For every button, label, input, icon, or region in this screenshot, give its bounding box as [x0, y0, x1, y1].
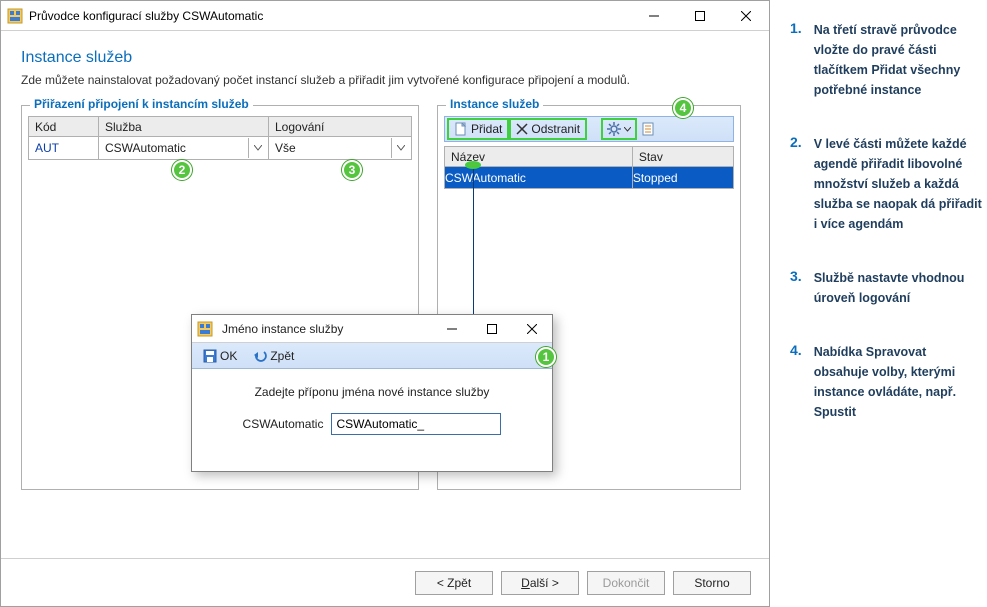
instance-state-cell: Stopped — [632, 167, 733, 189]
annotation-num: 2. — [790, 134, 802, 234]
instances-group-title: Instance služeb — [446, 97, 543, 111]
wizard-finish-label: Dokončit — [603, 576, 650, 590]
annotation-text: Nabídka Spravovat obsahuje volby, kterým… — [814, 342, 983, 422]
instances-table: Název Stav CSWAutomatic Stopped — [444, 146, 734, 189]
remove-button-label: Odstranit — [531, 122, 580, 136]
logging-combo[interactable]: Vše — [269, 137, 411, 159]
titlebar: Průvodce konfigurací služby CSWAutomatic — [1, 1, 769, 31]
instances-toolbar: Přidat Odstranit — [444, 116, 734, 142]
delete-icon — [516, 123, 528, 135]
close-button[interactable] — [723, 1, 769, 31]
badge-3: 3 — [342, 160, 362, 180]
dialog-ok-label: OK — [220, 349, 237, 363]
wizard-back-button[interactable]: < Zpět — [415, 571, 493, 595]
annotation-text: V levé části můžete každé agendě přiřadi… — [814, 134, 983, 234]
dialog-ok-button[interactable]: OK — [198, 347, 242, 365]
dialog-close-button[interactable] — [512, 315, 552, 343]
new-file-icon — [454, 122, 468, 136]
minimize-button[interactable] — [631, 1, 677, 31]
dialog-prompt: Zadejte příponu jména nové instance služ… — [210, 385, 534, 399]
annotation-3: 3. Službě nastavte vhodnou úroveň logová… — [790, 268, 983, 308]
chevron-down-icon — [391, 138, 409, 158]
col-instance-state[interactable]: Stav — [632, 147, 733, 167]
instance-name-dialog: Jméno instance služby OK Zpět — [191, 314, 553, 472]
undo-icon — [253, 349, 267, 363]
wizard-cancel-button[interactable]: Storno — [673, 571, 751, 595]
assignment-row[interactable]: AUT CSWAutomatic — [29, 137, 412, 160]
dialog-back-label: Zpět — [270, 349, 294, 363]
page-description: Zde můžete nainstalovat požadovaný počet… — [21, 73, 749, 87]
col-logging[interactable]: Logování — [269, 117, 412, 137]
manage-menu-button[interactable] — [603, 120, 635, 138]
annotation-num: 4. — [790, 342, 802, 422]
annotation-num: 1. — [790, 20, 802, 100]
wizard-finish-button[interactable]: Dokončit — [587, 571, 665, 595]
gear-icon — [607, 122, 621, 136]
add-button-label: Přidat — [471, 122, 502, 136]
badge-2: 2 — [172, 160, 192, 180]
main-window: Průvodce konfigurací služby CSWAutomatic… — [0, 0, 770, 607]
wizard-cancel-label: Storno — [694, 576, 729, 590]
wizard-next-label: Další > — [521, 576, 559, 590]
col-service[interactable]: Služba — [99, 117, 269, 137]
cell-code: AUT — [29, 139, 98, 157]
dialog-prefix-label: CSWAutomatic — [243, 417, 324, 431]
annotation-text: Na třetí stravě průvodce vložte do pravé… — [814, 20, 983, 100]
annotation-1: 1. Na třetí stravě průvodce vložte do pr… — [790, 20, 983, 100]
instance-name-input[interactable] — [331, 413, 501, 435]
save-icon — [203, 349, 217, 363]
maximize-button[interactable] — [677, 1, 723, 31]
chevron-down-icon — [624, 127, 631, 132]
app-icon — [1, 8, 29, 24]
wizard-footer: < Zpět Další > Dokončit Storno — [1, 558, 769, 606]
annotation-text: Službě nastavte vhodnou úroveň logování — [814, 268, 983, 308]
dialog-maximize-button[interactable] — [472, 315, 512, 343]
assignment-group-title: Přiřazení připojení k instancím služeb — [30, 97, 253, 111]
properties-button[interactable] — [639, 120, 658, 138]
chevron-down-icon — [248, 138, 266, 158]
annotation-num: 3. — [790, 268, 802, 308]
add-button[interactable]: Přidat — [449, 120, 507, 138]
logging-combo-value: Vše — [275, 141, 296, 155]
connector-dot — [465, 161, 481, 169]
col-code[interactable]: Kód — [29, 117, 99, 137]
window-title: Průvodce konfigurací služby CSWAutomatic — [29, 9, 631, 23]
service-combo-value: CSWAutomatic — [105, 141, 186, 155]
service-combo[interactable]: CSWAutomatic — [99, 137, 268, 159]
wizard-back-label: < Zpět — [437, 576, 471, 590]
dialog-title: Jméno instance služby — [218, 322, 432, 336]
dialog-icon — [192, 321, 218, 337]
badge-1: 1 — [536, 347, 556, 367]
annotation-2: 2. V levé části můžete každé agendě přiř… — [790, 134, 983, 234]
instance-row[interactable]: CSWAutomatic Stopped — [445, 167, 734, 189]
dialog-back-button[interactable]: Zpět — [248, 347, 299, 365]
annotation-4: 4. Nabídka Spravovat obsahuje volby, kte… — [790, 342, 983, 422]
wizard-next-button[interactable]: Další > — [501, 571, 579, 595]
annotations: 1. Na třetí stravě průvodce vložte do pr… — [770, 0, 987, 607]
properties-icon — [642, 122, 655, 136]
assignment-table: Kód Služba Logování AUT CSWAutomatic — [28, 116, 412, 160]
dialog-minimize-button[interactable] — [432, 315, 472, 343]
badge-4: 4 — [673, 98, 693, 118]
page-heading: Instance služeb — [21, 49, 749, 67]
remove-button[interactable]: Odstranit — [511, 120, 585, 138]
